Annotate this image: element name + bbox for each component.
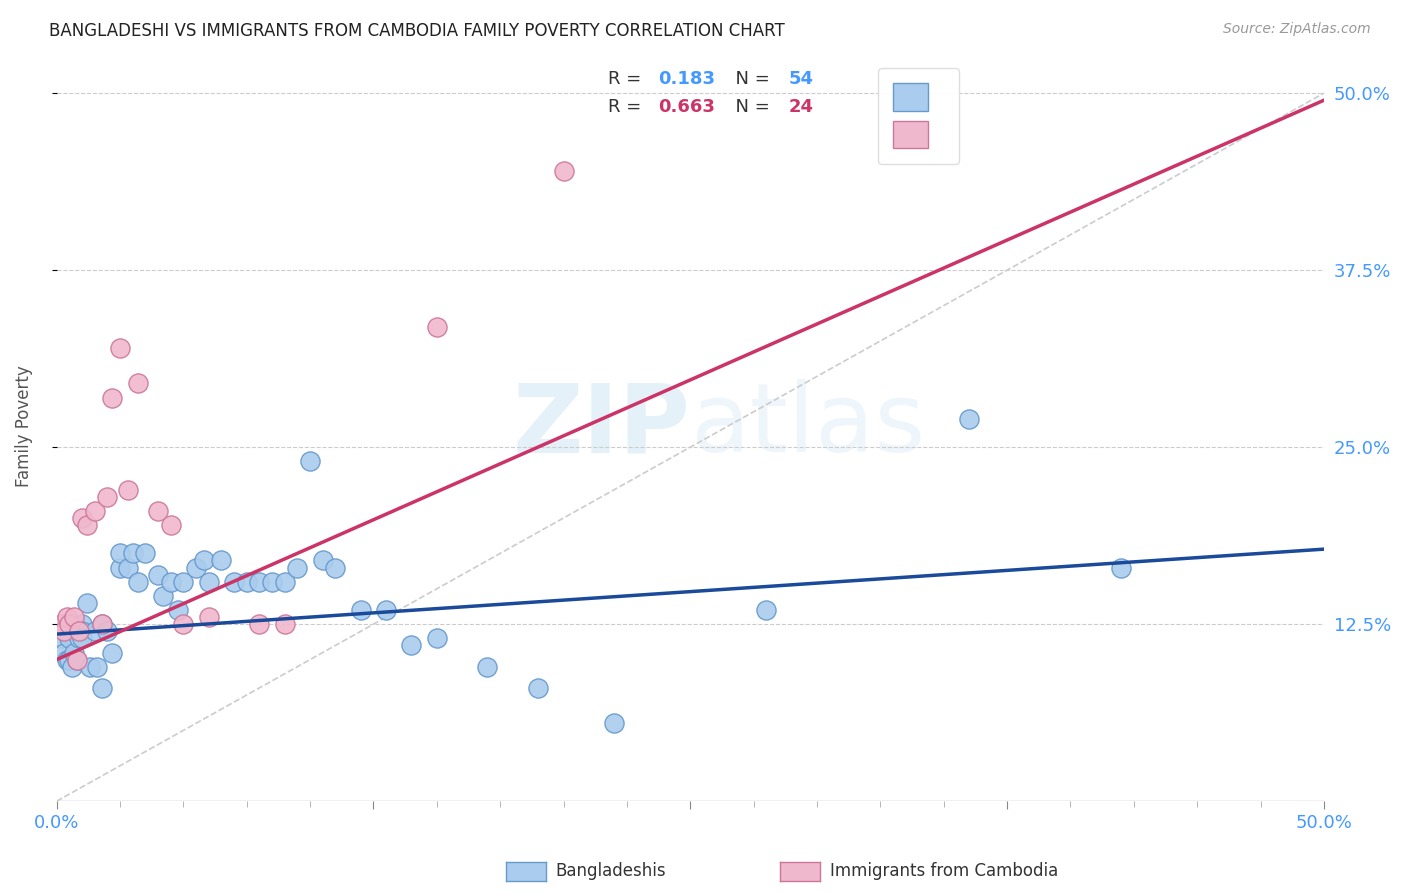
Point xyxy=(247,574,270,589)
Text: R =: R = xyxy=(607,70,647,88)
Point xyxy=(51,617,73,632)
Point xyxy=(66,652,89,666)
Point xyxy=(96,624,118,639)
Point xyxy=(63,646,86,660)
Point xyxy=(146,504,169,518)
Point xyxy=(58,617,80,632)
Point xyxy=(121,546,143,560)
Point xyxy=(117,483,139,497)
Point xyxy=(172,574,194,589)
Point xyxy=(527,681,550,695)
Point xyxy=(55,652,77,666)
Text: atlas: atlas xyxy=(690,379,925,473)
Point xyxy=(108,546,131,560)
Point xyxy=(209,553,232,567)
Point xyxy=(167,603,190,617)
Point xyxy=(117,560,139,574)
Text: Bangladeshis: Bangladeshis xyxy=(555,863,666,880)
Point xyxy=(197,610,219,624)
Point xyxy=(325,560,347,574)
Point xyxy=(101,646,124,660)
Point xyxy=(957,412,980,426)
Point xyxy=(350,603,373,617)
Point xyxy=(172,617,194,632)
Point xyxy=(86,659,108,673)
Point xyxy=(67,624,90,639)
Point xyxy=(101,391,124,405)
Text: Source: ZipAtlas.com: Source: ZipAtlas.com xyxy=(1223,22,1371,37)
Point xyxy=(79,659,101,673)
Point xyxy=(83,624,105,639)
Point xyxy=(477,659,499,673)
Point xyxy=(127,376,149,391)
Point xyxy=(193,553,215,567)
Point xyxy=(152,589,174,603)
Point xyxy=(76,518,98,533)
Point xyxy=(91,681,114,695)
Point xyxy=(312,553,335,567)
Point xyxy=(184,560,207,574)
Point xyxy=(63,610,86,624)
Point xyxy=(55,610,77,624)
Y-axis label: Family Poverty: Family Poverty xyxy=(15,365,32,487)
Point xyxy=(603,716,626,731)
Point xyxy=(58,632,80,646)
Point xyxy=(222,574,245,589)
Point xyxy=(70,632,93,646)
Point xyxy=(96,490,118,504)
Point xyxy=(70,511,93,525)
Text: ZIP: ZIP xyxy=(512,379,690,473)
Point xyxy=(235,574,257,589)
Point xyxy=(53,624,76,639)
Point xyxy=(51,632,73,646)
Point xyxy=(274,574,297,589)
Point xyxy=(426,319,449,334)
Point xyxy=(401,639,423,653)
Text: BANGLADESHI VS IMMIGRANTS FROM CAMBODIA FAMILY POVERTY CORRELATION CHART: BANGLADESHI VS IMMIGRANTS FROM CAMBODIA … xyxy=(49,22,785,40)
Point xyxy=(66,652,89,666)
Text: 0.183: 0.183 xyxy=(658,70,716,88)
Point xyxy=(127,574,149,589)
Text: N =: N = xyxy=(724,70,776,88)
Point xyxy=(67,632,90,646)
Text: R =: R = xyxy=(607,98,647,116)
Point xyxy=(159,518,181,533)
Point xyxy=(260,574,283,589)
Point xyxy=(70,624,93,639)
Point xyxy=(553,164,575,178)
Text: 0.663: 0.663 xyxy=(658,98,716,116)
Point xyxy=(76,596,98,610)
Point xyxy=(60,659,83,673)
Point xyxy=(197,574,219,589)
Point xyxy=(83,504,105,518)
Point xyxy=(134,546,156,560)
Legend: , : , xyxy=(877,68,959,164)
Text: 54: 54 xyxy=(789,70,814,88)
Point xyxy=(53,646,76,660)
Point xyxy=(426,632,449,646)
Point xyxy=(58,652,80,666)
Point xyxy=(108,341,131,355)
Point xyxy=(299,454,322,468)
Text: N =: N = xyxy=(724,98,776,116)
Point xyxy=(247,617,270,632)
Point xyxy=(91,617,114,632)
Point xyxy=(70,617,93,632)
Text: 24: 24 xyxy=(789,98,814,116)
Point xyxy=(159,574,181,589)
Point xyxy=(755,603,778,617)
Point xyxy=(274,617,297,632)
Point xyxy=(1109,560,1132,574)
Point xyxy=(146,567,169,582)
Point xyxy=(375,603,398,617)
Text: Immigrants from Cambodia: Immigrants from Cambodia xyxy=(830,863,1057,880)
Point xyxy=(108,560,131,574)
Point xyxy=(287,560,309,574)
Point xyxy=(91,617,114,632)
